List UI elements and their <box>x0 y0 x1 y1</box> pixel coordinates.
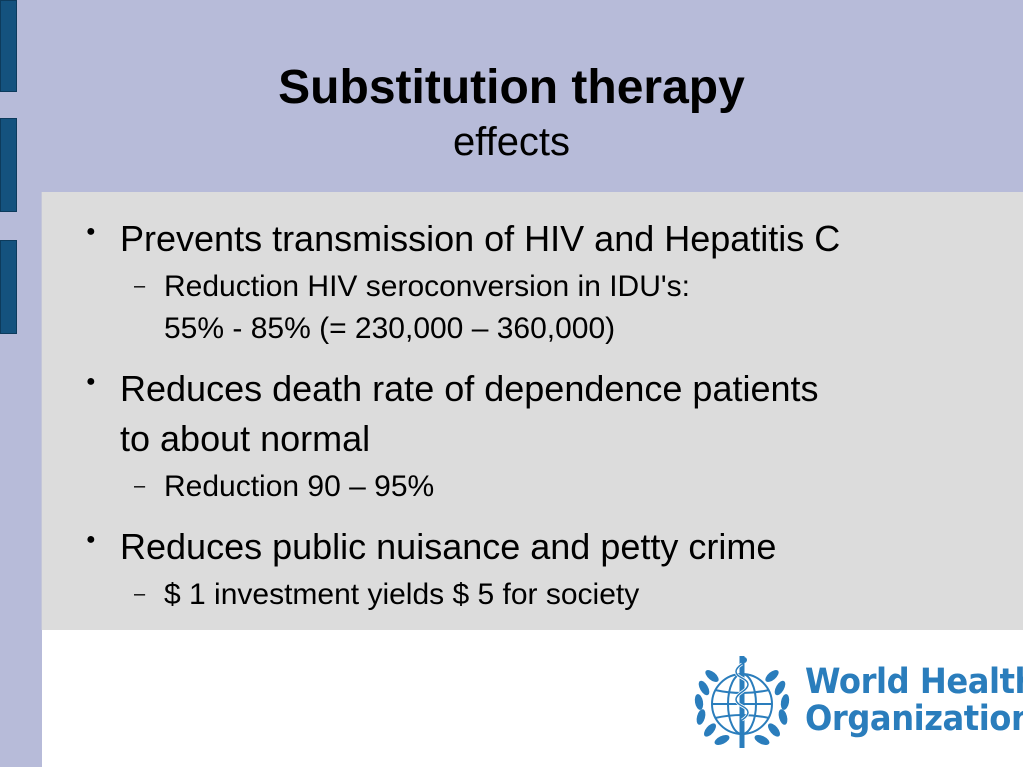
bullet-text-wrap: Reduces death rate of dependence patient… <box>120 364 960 464</box>
sub-bullet-text-continued: 55% - 85% (= 230,000 – 360,000) <box>164 312 616 345</box>
sub-bullet-marker: – <box>134 475 146 497</box>
side-tab-3 <box>0 240 17 334</box>
sub-bullet-marker: – <box>134 583 146 605</box>
who-name-line-1: World Health <box>805 662 1023 702</box>
slide-title: Substitution therapy <box>278 61 745 114</box>
sub-bullet-text-wrap: Reduction HIV seroconversion in IDU's: 5… <box>164 266 944 350</box>
title-block: Substitution therapy effects <box>0 58 1023 166</box>
bullet-marker: ● <box>86 373 96 390</box>
who-name-line-2: Organization <box>805 699 1023 739</box>
slide-subtitle: effects <box>452 120 571 164</box>
who-wordmark: World Health Organization <box>805 664 1023 738</box>
bullet-text: Prevents transmission of HIV and Hepatit… <box>120 218 841 259</box>
sub-bullet-text: Reduction 90 – 95% <box>164 470 435 503</box>
bullet-text-continued: to about normal <box>120 418 371 459</box>
content-panel: ● Prevents transmission of HIV and Hepat… <box>42 192 1023 630</box>
side-tab-2 <box>0 118 17 212</box>
sub-bullet-text: $ 1 investment yields $ 5 for society <box>164 578 640 611</box>
logo-panel: World Health Organization <box>42 630 1023 767</box>
bullet-marker: ● <box>86 223 96 240</box>
who-emblem-icon <box>694 656 790 748</box>
bullet-marker: ● <box>86 531 96 548</box>
side-tab-1 <box>0 0 17 92</box>
sub-bullet-marker: – <box>134 275 146 297</box>
bullet-text: Reduces death rate of dependence patient… <box>120 368 819 409</box>
who-logo: World Health Organization <box>682 650 1023 754</box>
sub-bullet-text: Reduction HIV seroconversion in IDU's: <box>164 270 690 303</box>
bullet-text: Reduces public nuisance and petty crime <box>120 526 777 567</box>
